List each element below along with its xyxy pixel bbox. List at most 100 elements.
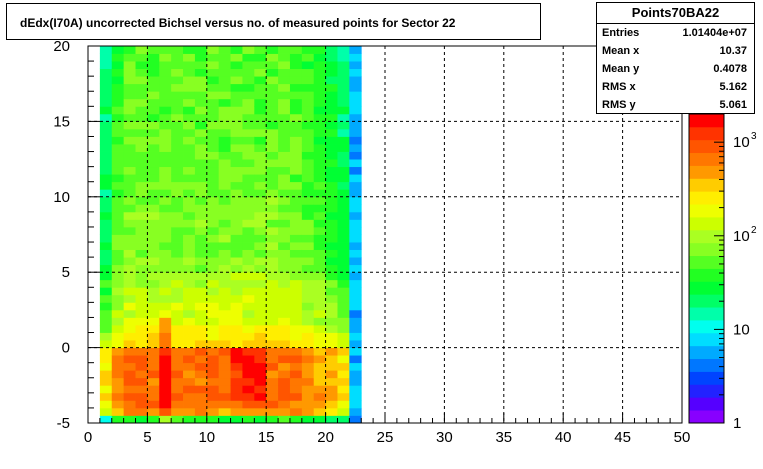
- heatmap-cell: [194, 400, 208, 409]
- heatmap-cell: [230, 287, 243, 296]
- heatmap-cell: [289, 211, 303, 220]
- heatmap-cell: [218, 61, 231, 70]
- heatmap-cell: [337, 144, 350, 152]
- heatmap-cell: [171, 407, 184, 416]
- heatmap-cell: [313, 204, 326, 213]
- heatmap-cell: [325, 287, 338, 296]
- heatmap-cell: [278, 392, 291, 401]
- heatmap-cell: [325, 340, 338, 348]
- heatmap-cell: [123, 302, 136, 311]
- heatmap-cell: [266, 257, 279, 266]
- heatmap-cell: [313, 219, 326, 228]
- heatmap-cell: [135, 287, 148, 296]
- heatmap-cell: [218, 407, 231, 416]
- heatmap-cell: [183, 98, 196, 107]
- heatmap-cell: [301, 83, 315, 92]
- heatmap-cell: [349, 234, 362, 243]
- heatmap-cell: [301, 400, 315, 409]
- heatmap-cell: [242, 219, 255, 228]
- heatmap-cell: [230, 249, 243, 258]
- heatmap-cell: [218, 257, 231, 266]
- x-tick-label: 25: [377, 429, 394, 446]
- heatmap-cell: [135, 91, 148, 100]
- heatmap-cell: [135, 294, 148, 303]
- heatmap-cell: [301, 136, 315, 145]
- heatmap-cell: [289, 166, 303, 175]
- heatmap-cell: [254, 219, 267, 228]
- heatmap-cell: [230, 392, 243, 401]
- heatmap-cell: [230, 211, 243, 220]
- heatmap-cell: [99, 53, 113, 62]
- heatmap-cell: [206, 370, 220, 379]
- heatmap-cell: [254, 136, 267, 145]
- heatmap-cell: [111, 324, 125, 333]
- heatmap-cell: [171, 166, 184, 175]
- heatmap-cell: [266, 46, 279, 54]
- heatmap-cell: [349, 68, 362, 77]
- heatmap-cell: [325, 68, 338, 77]
- heatmap-cell: [254, 249, 267, 258]
- heatmap-cell: [242, 370, 255, 379]
- heatmap-cell: [111, 302, 125, 311]
- heatmap-cell: [349, 377, 362, 386]
- heatmap-cell: [289, 98, 303, 107]
- heatmap-cell: [278, 68, 291, 77]
- heatmap-cell: [218, 144, 231, 152]
- heatmap-cell: [218, 234, 231, 243]
- heatmap-cell: [147, 332, 160, 341]
- heatmap-cell: [349, 113, 362, 122]
- heatmap-cell: [325, 317, 338, 326]
- heatmap-cell: [183, 91, 196, 100]
- palette-swatch: [689, 204, 724, 218]
- heatmap-cell: [313, 136, 326, 145]
- heatmap-cell: [242, 279, 255, 288]
- heatmap-cell: [147, 181, 160, 190]
- heatmap-cell: [183, 219, 196, 228]
- palette-swatch: [689, 139, 724, 154]
- heatmap-cell: [194, 347, 208, 356]
- heatmap-cell: [230, 159, 243, 168]
- heatmap-cell: [206, 196, 220, 205]
- palette-swatch: [689, 178, 724, 192]
- heatmap-cell: [206, 234, 220, 243]
- heatmap-cell: [183, 340, 196, 348]
- heatmap-cell: [289, 294, 303, 303]
- heatmap-cell: [254, 287, 267, 296]
- heatmap-cell: [99, 61, 113, 70]
- heatmap-cell: [349, 264, 362, 273]
- heatmap-cell: [242, 166, 255, 175]
- heatmap-cell: [147, 196, 160, 205]
- heatmap-cell: [194, 294, 208, 303]
- heatmap-cell: [218, 68, 231, 77]
- heatmap-cell: [171, 211, 184, 220]
- heatmap-cell: [301, 317, 315, 326]
- heatmap-cell: [313, 347, 326, 356]
- heatmap-cell: [99, 226, 113, 235]
- heatmap-cell: [111, 121, 125, 130]
- heatmap-cell: [349, 83, 362, 92]
- heatmap-cell: [183, 61, 196, 70]
- heatmap-cell: [337, 400, 350, 409]
- heatmap-cell: [337, 46, 350, 54]
- heatmap-cell: [349, 287, 362, 296]
- heatmap-cell: [325, 355, 338, 364]
- heatmap-cell: [230, 226, 243, 235]
- heatmap-cell: [266, 407, 279, 416]
- heatmap-cell: [123, 174, 136, 183]
- heatmap-cell: [147, 121, 160, 130]
- heatmap-cell: [230, 76, 243, 85]
- heatmap-cell: [183, 189, 196, 198]
- heatmap-cell: [123, 242, 136, 250]
- heatmap-cell: [123, 234, 136, 243]
- heatmap-cell: [135, 272, 148, 281]
- heatmap-cell: [266, 370, 279, 379]
- heatmap-cell: [337, 181, 350, 190]
- heatmap-cell: [266, 113, 279, 122]
- heatmap-cell: [111, 340, 125, 348]
- heatmap-cell: [325, 211, 338, 220]
- heatmap-cell: [218, 287, 231, 296]
- heatmap-cell: [242, 151, 255, 160]
- heatmap-cell: [99, 302, 113, 311]
- heatmap-cell: [135, 340, 148, 348]
- heatmap-cell: [266, 136, 279, 145]
